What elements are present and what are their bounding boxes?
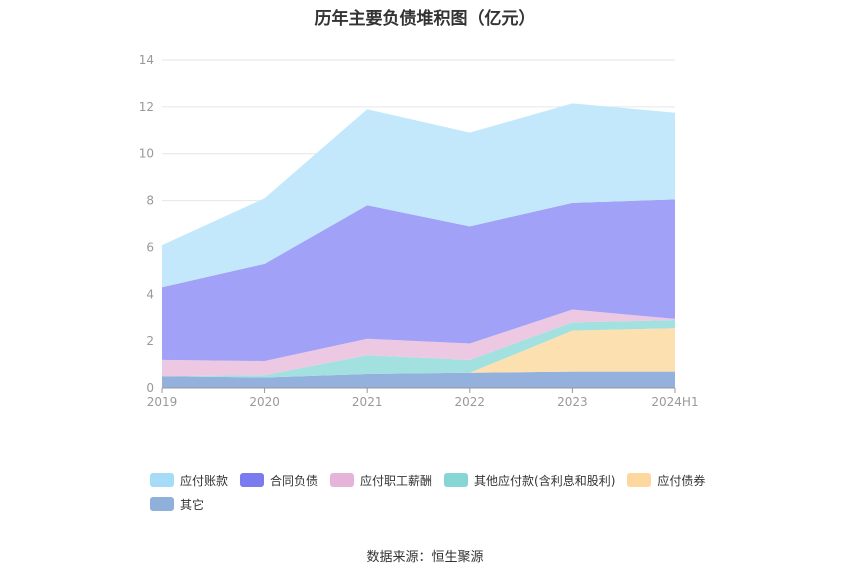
legend-swatch (240, 473, 265, 487)
y-tick-label: 8 (146, 194, 154, 208)
area-series-2 (162, 320, 675, 378)
x-tick-label: 2019 (147, 395, 178, 409)
legend-item[interactable]: 应付账款 (150, 472, 228, 488)
legend-swatch (627, 473, 652, 487)
x-tick-label: 2021 (352, 395, 383, 409)
legend-item[interactable]: 应付职工薪酬 (330, 472, 432, 488)
chart-legend: 应付账款 合同负债 应付职工薪酬 其他应付款(含利息和股利) 应付债券其它 (150, 472, 750, 520)
legend-label: 其他应付款(含利息和股利) (474, 473, 616, 488)
area-series-0 (162, 371, 675, 388)
legend-item[interactable]: 应付债券 (627, 472, 705, 488)
legend-label: 合同负债 (270, 473, 319, 488)
y-tick-label: 0 (146, 381, 154, 395)
legend-swatch (444, 473, 469, 487)
x-tick-label: 2020 (249, 395, 280, 409)
y-tick-label: 4 (146, 287, 154, 301)
legend-label: 应付账款 (180, 473, 229, 488)
legend-label: 应付债券 (657, 473, 706, 488)
chart-title: 历年主要负债堆积图（亿元） (314, 9, 536, 29)
y-tick-label: 2 (146, 334, 154, 348)
stacked-area-chart: 0 2 4 6 8 10 12 14 2019 2020 2021 2022 2023 2024H1 (139, 53, 699, 409)
x-tick-label: 2024H1 (651, 395, 698, 409)
legend-item[interactable]: 其他应付款(含利息和股利) (444, 472, 615, 488)
area-series-5 (162, 103, 675, 288)
area-series-1 (162, 328, 675, 378)
area-series-4 (162, 199, 675, 362)
legend-item[interactable]: 合同负债 (240, 472, 318, 488)
legend-item[interactable]: 其它 (150, 496, 204, 512)
y-tick-label: 6 (146, 240, 154, 254)
legend-swatch (330, 473, 355, 487)
y-tick-label: 14 (139, 53, 154, 67)
legend-swatch (150, 497, 174, 511)
y-tick-label: 12 (139, 100, 154, 114)
data-source: 数据来源：恒生聚源 (366, 550, 484, 565)
x-tick-label: 2022 (455, 395, 486, 409)
legend-swatch (150, 473, 174, 487)
legend-label: 其它 (180, 497, 205, 512)
legend-label: 应付职工薪酬 (360, 473, 433, 488)
area-series-3 (162, 309, 675, 377)
x-tick-label: 2023 (557, 395, 588, 409)
y-tick-label: 10 (139, 147, 154, 161)
